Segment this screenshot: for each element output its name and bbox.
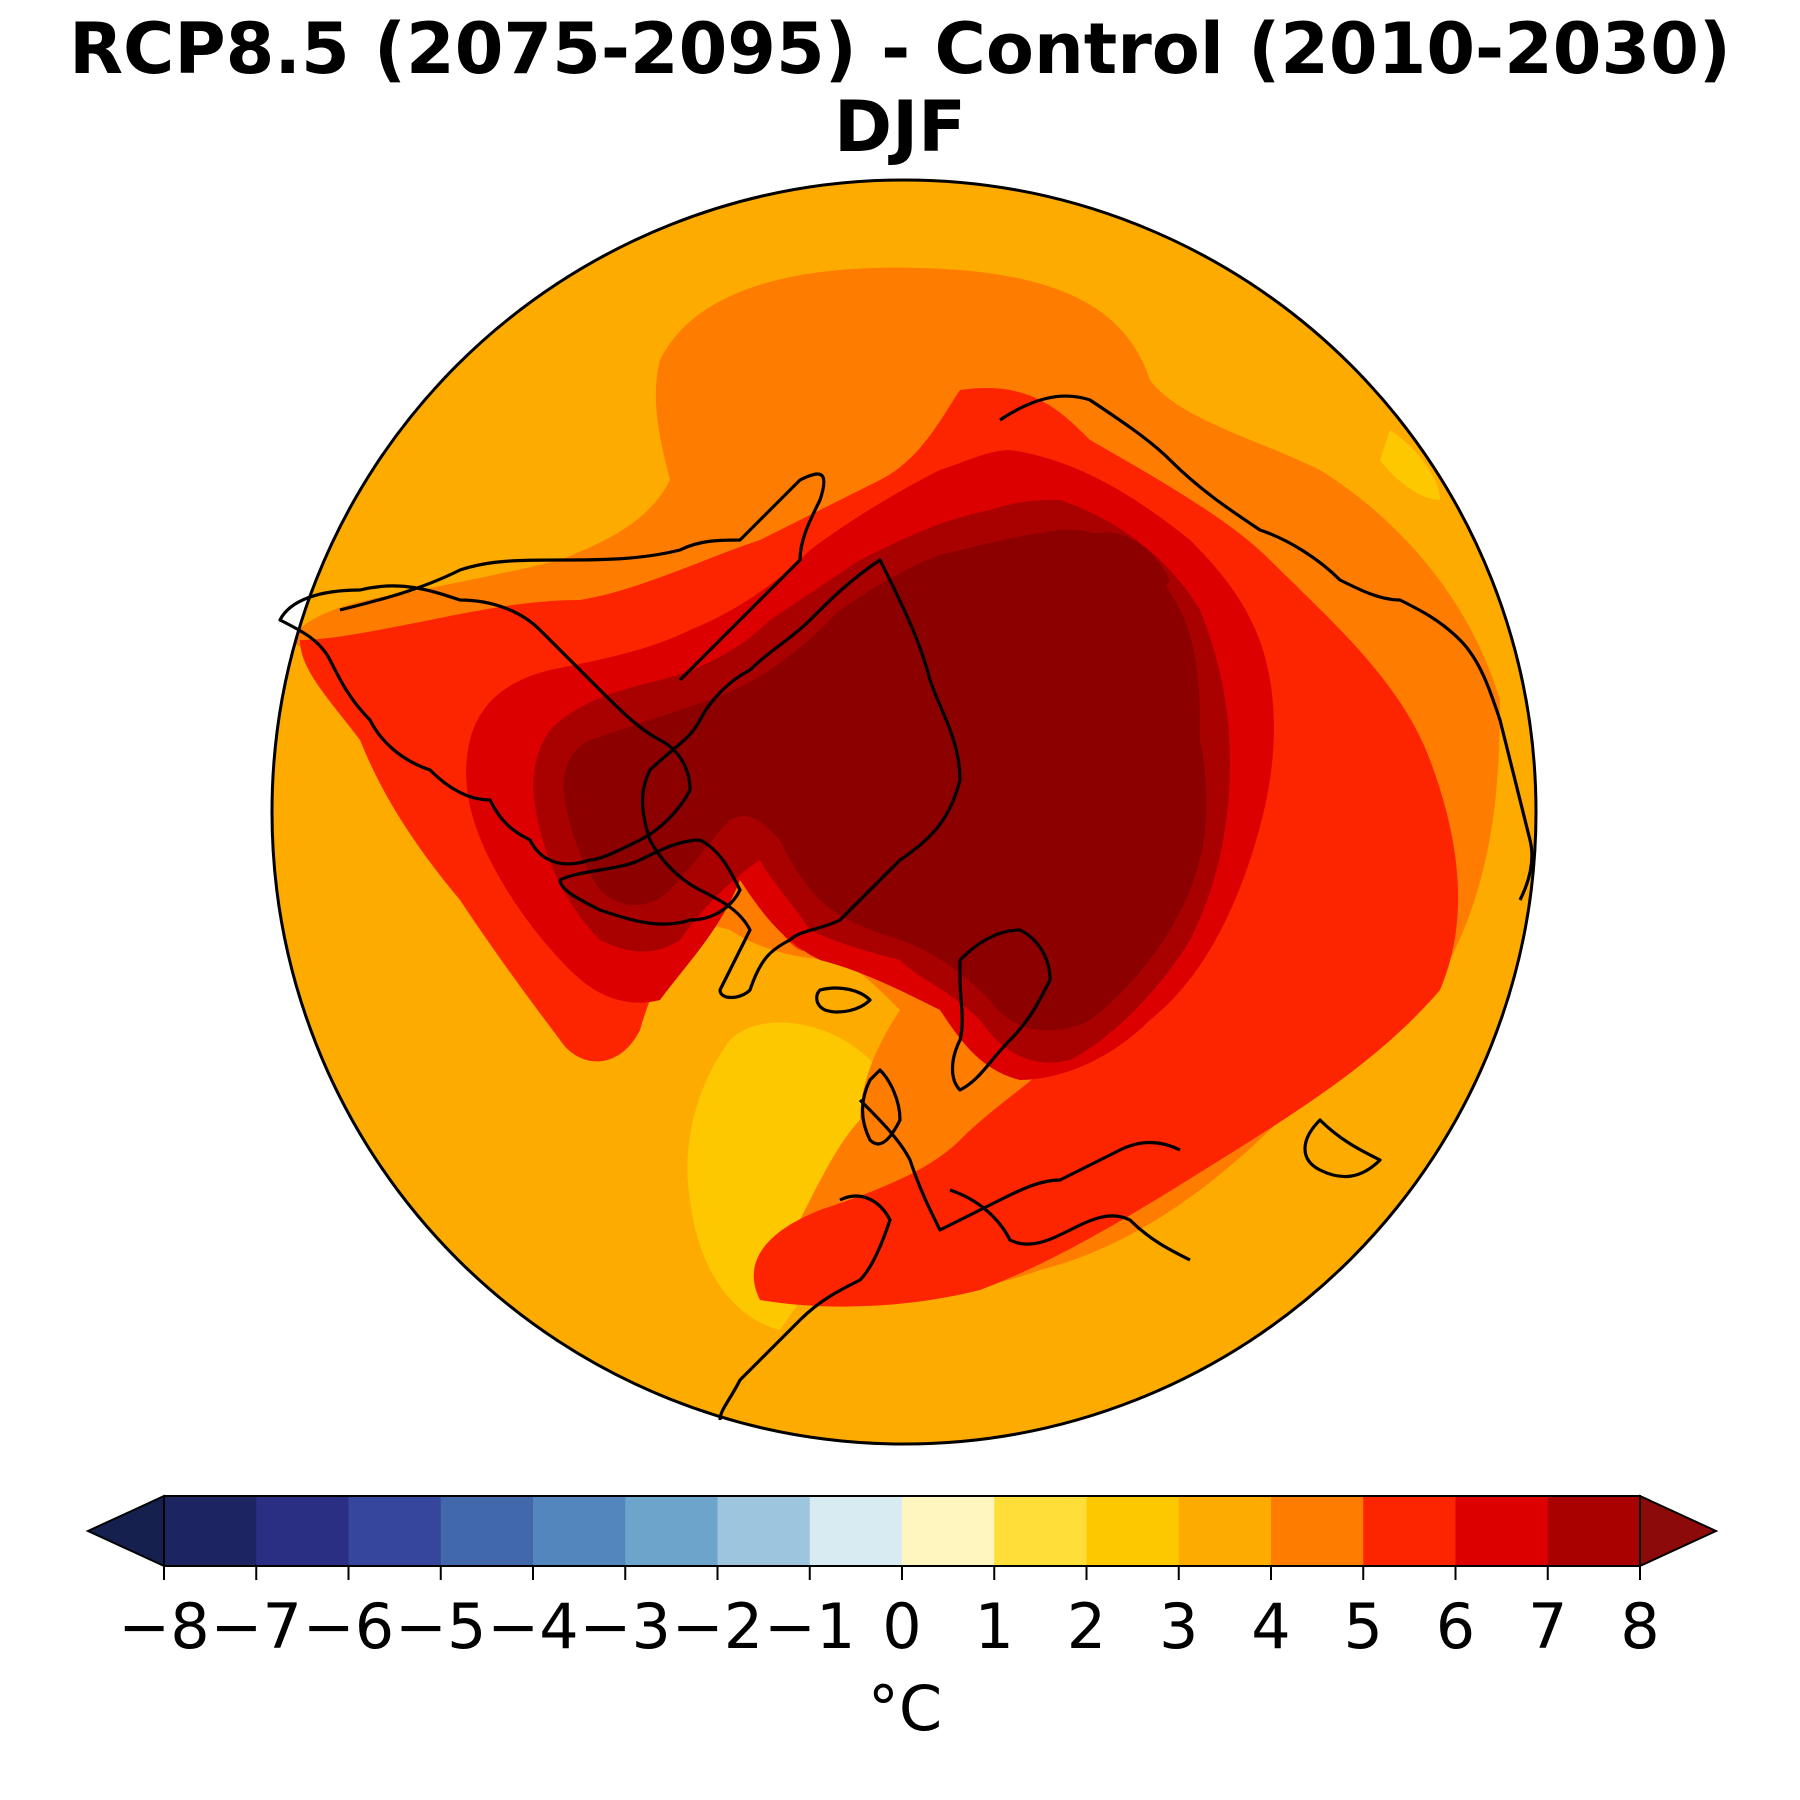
colorbar-tick-label: 3 xyxy=(1159,1590,1198,1663)
colorbar-tick-label: −6 xyxy=(303,1590,394,1663)
colorbar-tick-label: −3 xyxy=(580,1590,671,1663)
coastline-mediterranean xyxy=(949,1188,1191,1262)
colorbar-block xyxy=(1547,1496,1641,1566)
colorbar-block xyxy=(994,1496,1087,1566)
colorbar-tick-label: 0 xyxy=(882,1590,921,1663)
colorbar-blocks xyxy=(164,1496,1641,1566)
colorbar-ticks xyxy=(163,1566,1641,1580)
colorbar-block xyxy=(717,1496,811,1566)
coastline-europe xyxy=(858,1098,1181,1232)
colorbar-tick-label: 5 xyxy=(1344,1590,1383,1663)
map-boundary xyxy=(270,178,1538,1446)
colorbar-tick-labels: −8 −7 −6 −5 −4 −3 −2 −1 0 1 2 3 4 5 6 7 8 xyxy=(118,1590,1659,1663)
coastline-greenland xyxy=(640,558,962,1000)
coastline-canada xyxy=(278,584,692,866)
colorbar-block xyxy=(256,1496,349,1566)
coastline-hudson-bay xyxy=(558,838,742,926)
colorbar-block xyxy=(902,1496,995,1566)
colorbar-tick-label: 6 xyxy=(1436,1590,1475,1663)
colorbar-tick-label: 4 xyxy=(1251,1590,1290,1663)
coastline-east-asia xyxy=(1303,1118,1382,1179)
colorbar-block xyxy=(625,1496,718,1566)
colorbar-block xyxy=(533,1496,626,1566)
colorbar-tick-label: −1 xyxy=(764,1590,855,1663)
colorbar-tick-label: −8 xyxy=(118,1590,209,1663)
colorbar-block xyxy=(348,1496,442,1566)
colorbar-extend-over xyxy=(1639,1494,1719,1568)
colorbar-tick-label: 2 xyxy=(1067,1590,1106,1663)
colorbar-tick-label: 7 xyxy=(1528,1590,1567,1663)
colorbar-extend-under xyxy=(85,1494,165,1568)
figure-title: RCP8.5 (2075-2095) - Control (2010-2030) xyxy=(69,8,1731,90)
colorbar-block xyxy=(1363,1496,1456,1566)
colorbar-block xyxy=(164,1496,257,1566)
coastline-iceland xyxy=(815,986,872,1014)
field-band-2-3-pacific-edge xyxy=(1380,430,1440,500)
colorbar-tick-label: −7 xyxy=(211,1590,302,1663)
map-fields xyxy=(272,180,1536,1444)
colorbar-tick-label: −5 xyxy=(395,1590,486,1663)
coastlines xyxy=(278,394,1534,1421)
coastline-scandinavia xyxy=(950,928,1052,1092)
colorbar-unit-label: °C xyxy=(868,1672,942,1745)
coastline-siberia xyxy=(999,394,1534,901)
colorbar-block xyxy=(1455,1496,1549,1566)
figure-subtitle-season: DJF xyxy=(834,86,966,168)
coastline-alaska xyxy=(339,472,826,682)
coastline-british-isles xyxy=(860,1068,902,1146)
colorbar-tick-label: −2 xyxy=(672,1590,763,1663)
coastline-iberia-africa xyxy=(718,1194,892,1421)
colorbar-block xyxy=(1086,1496,1180,1566)
field-over-8-ne-lobe xyxy=(1080,532,1170,604)
colorbar-block xyxy=(1271,1496,1364,1566)
field-over-8 xyxy=(563,530,1207,1031)
colorbar-tick-label: 1 xyxy=(975,1590,1014,1663)
colorbar-block xyxy=(809,1496,903,1566)
colorbar-block xyxy=(1178,1496,1272,1566)
colorbar-block xyxy=(440,1496,534,1566)
colorbar-tick-label: 8 xyxy=(1620,1590,1659,1663)
colorbar-tick-label: −4 xyxy=(487,1590,578,1663)
field-band-2-3-atlantic xyxy=(687,1022,886,1330)
